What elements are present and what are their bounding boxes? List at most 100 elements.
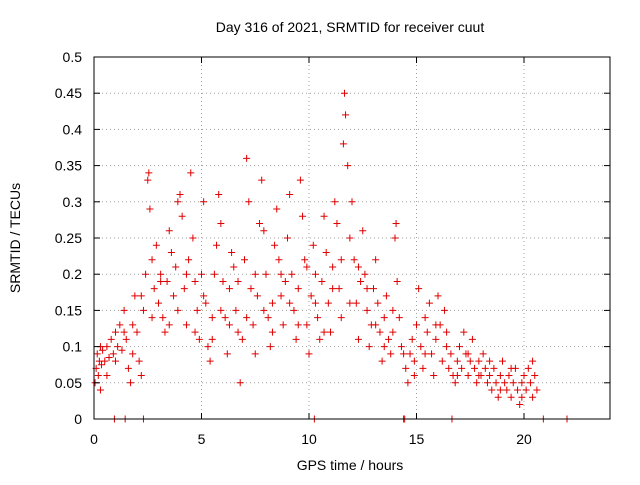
data-point: [445, 364, 453, 372]
x-tick-label: 15: [409, 431, 425, 447]
data-point: [453, 357, 461, 365]
data-point: [363, 306, 371, 314]
data-point: [124, 364, 132, 372]
data-point: [137, 372, 145, 380]
data-point: [507, 364, 515, 372]
data-point: [236, 379, 244, 387]
data-point: [311, 299, 319, 307]
data-point: [432, 321, 440, 329]
data-point: [316, 335, 324, 343]
data-point: [223, 350, 231, 358]
data-point: [202, 299, 210, 307]
data-point: [417, 343, 425, 351]
data-point: [296, 176, 304, 184]
data-point: [324, 299, 332, 307]
data-point: [161, 328, 169, 336]
y-tick-label: 0.45: [55, 85, 82, 101]
data-point: [228, 248, 236, 256]
data-point: [520, 372, 528, 380]
data-point: [268, 328, 276, 336]
x-tick-label: 5: [198, 431, 206, 447]
data-point: [305, 350, 313, 358]
data-point: [264, 314, 272, 322]
data-point: [320, 328, 328, 336]
data-point: [159, 314, 167, 322]
data-point: [509, 379, 517, 387]
data-point: [101, 357, 109, 365]
data-point: [370, 285, 377, 293]
data-point: [167, 248, 175, 256]
data-point: [284, 234, 291, 242]
data-point: [155, 299, 162, 307]
data-point: [531, 372, 539, 380]
data-point: [488, 386, 496, 394]
data-point: [268, 299, 276, 307]
y-tick-label: 0.35: [55, 158, 82, 174]
data-point: [146, 205, 154, 213]
data-point: [499, 357, 506, 365]
data-point: [481, 364, 489, 372]
data-point: [327, 328, 334, 336]
data-point: [281, 277, 289, 285]
data-point: [518, 379, 526, 387]
data-point: [294, 285, 302, 293]
data-point: [522, 386, 530, 394]
data-point: [387, 350, 395, 358]
data-point: [496, 372, 504, 380]
data-point: [299, 212, 307, 220]
data-point: [385, 335, 393, 343]
data-point: [208, 335, 216, 343]
data-point: [301, 256, 309, 264]
data-point: [389, 328, 397, 336]
data-point: [137, 292, 145, 300]
data-point: [234, 277, 242, 285]
data-point: [105, 353, 113, 361]
data-point: [260, 227, 268, 235]
y-tick-label: 0: [74, 411, 82, 427]
y-tick-label: 0.4: [63, 121, 83, 137]
data-point: [434, 292, 442, 300]
data-point: [468, 335, 476, 343]
data-point: [120, 328, 128, 336]
data-point: [354, 263, 362, 271]
data-point: [430, 372, 438, 380]
data-point: [208, 314, 216, 322]
data-point: [172, 263, 180, 271]
data-point: [303, 263, 311, 271]
y-tick-label: 0.1: [63, 339, 83, 355]
data-point: [191, 328, 199, 336]
y-tick-label: 0.15: [55, 302, 82, 318]
data-point: [230, 263, 238, 271]
data-point: [393, 277, 401, 285]
data-point: [294, 321, 302, 329]
data-point: [275, 256, 283, 264]
data-point: [425, 299, 433, 307]
data-point: [348, 198, 356, 206]
data-point: [150, 285, 158, 293]
data-point: [247, 285, 255, 293]
data-point: [464, 350, 472, 358]
data-point: [307, 292, 315, 300]
data-point: [505, 372, 513, 380]
y-tick-label: 0.05: [55, 375, 82, 391]
data-point: [182, 321, 190, 329]
data-point: [518, 393, 526, 401]
data-points: [91, 89, 571, 423]
data-point: [516, 401, 524, 409]
data-point: [191, 277, 199, 285]
y-tick-label: 0.25: [55, 230, 82, 246]
data-point: [288, 270, 296, 278]
data-point: [503, 386, 511, 394]
data-point: [352, 299, 360, 307]
data-point: [440, 306, 448, 314]
data-point: [333, 220, 341, 228]
x-tick-label: 10: [301, 431, 317, 447]
data-point: [380, 314, 388, 322]
data-point: [174, 198, 182, 206]
data-point: [266, 343, 274, 351]
data-point: [290, 306, 298, 314]
data-point: [451, 379, 459, 387]
data-point: [243, 314, 251, 322]
data-point: [129, 321, 137, 329]
